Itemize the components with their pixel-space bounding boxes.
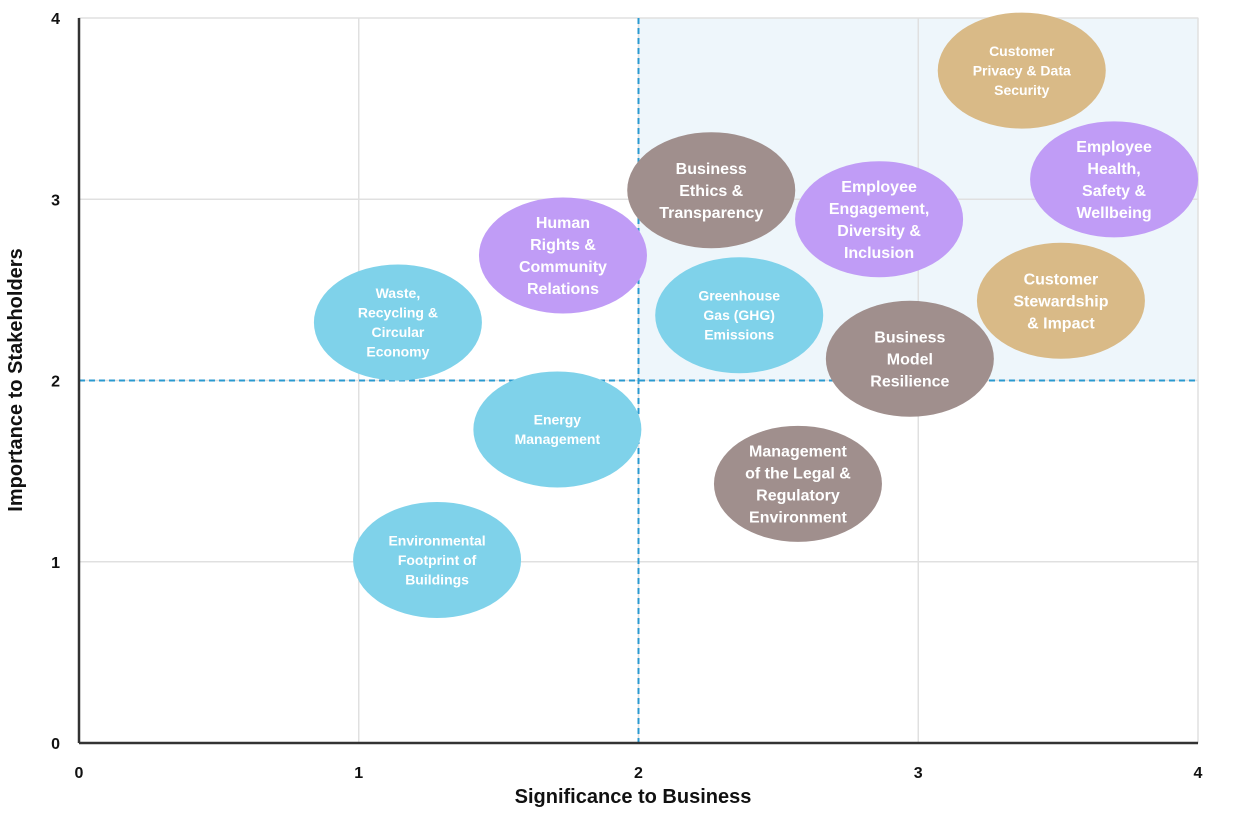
bubble-shape [976, 242, 1145, 359]
bubble: Customer Stewardship & Impact [976, 242, 1145, 359]
x-tick-label: 2 [634, 765, 643, 782]
bubble-label: Privacy & Data [973, 62, 1071, 78]
y-tick-label: 3 [51, 192, 60, 209]
bubble-label: Wellbeing [1076, 205, 1151, 222]
y-tick-label: 1 [51, 555, 60, 572]
bubble: Employee Engagement, Diversity & Inclusion [795, 161, 964, 278]
y-axis-title: Importance to Stakeholders [5, 248, 27, 511]
bubble-label: Safety & [1082, 183, 1146, 200]
bubble-label: Emissions [704, 327, 774, 343]
bubble-label: Inclusion [844, 245, 914, 262]
bubble-label: Customer [989, 43, 1055, 59]
bubble-label: Transparency [659, 205, 763, 222]
bubble-label: Resilience [870, 373, 949, 390]
bubble-label: Recycling & [358, 305, 438, 321]
bubble: Energy Management [473, 371, 642, 488]
bubble-label: Environmental [388, 532, 485, 548]
bubble-label: Waste, [376, 285, 421, 301]
bubble-label: Regulatory [756, 487, 840, 504]
bubble-label: Management [515, 431, 601, 447]
bubble-label: Diversity & [837, 223, 921, 240]
bubble-label: & Impact [1027, 315, 1095, 332]
bubble: Customer Privacy & Data Security [937, 12, 1106, 129]
bubble-label: Gas (GHG) [703, 307, 775, 323]
bubble-label: Stewardship [1013, 293, 1108, 310]
bubble-label: Energy [534, 412, 582, 428]
bubble-shape [353, 501, 522, 618]
y-tick-label: 2 [51, 374, 60, 391]
bubble: Environmental Footprint of Buildings [353, 501, 522, 618]
x-tick-label: 1 [354, 765, 363, 782]
bubble-label: Ethics & [679, 183, 743, 200]
x-tick-label: 0 [75, 765, 84, 782]
bubble: Greenhouse Gas (GHG) Emissions [655, 257, 824, 374]
bubble-label: Management [749, 443, 847, 460]
bubble-shape [313, 264, 482, 381]
bubble-label: Footprint of [398, 552, 477, 568]
bubble-label: Human [536, 215, 590, 232]
bubble-label: Environment [749, 509, 847, 526]
bubble: Human Rights & Community Relations [478, 197, 647, 314]
bubble-label: Rights & [530, 237, 596, 254]
x-tick-label: 3 [914, 765, 923, 782]
bubble: Business Model Resilience [825, 300, 994, 417]
bubble-label: of the Legal & [745, 465, 851, 482]
bubble-shape [478, 197, 647, 314]
x-axis-title: Significance to Business [515, 786, 752, 808]
bubble-label: Engagement, [829, 201, 929, 218]
bubble-label: Buildings [405, 571, 469, 587]
bubbles: Customer Privacy & Data Security Employee He… [313, 12, 1199, 618]
threshold-lines [79, 18, 1198, 743]
bubble-label: Customer [1024, 271, 1099, 288]
bubble: Waste, Recycling & Circular Economy [313, 264, 482, 381]
bubble-label: Model [887, 351, 933, 368]
bubble-label: Greenhouse [698, 288, 780, 304]
bubble-label: Security [994, 82, 1049, 98]
bubble-label: Community [519, 259, 607, 276]
bubble-shape [655, 257, 824, 374]
bubble-shape [713, 425, 882, 542]
y-tick-label: 0 [51, 736, 60, 753]
bubble-shape [937, 12, 1106, 129]
y-tick-label: 4 [51, 11, 60, 28]
tick-labels: 0 1 2 3 4 0 1 2 3 4 [51, 11, 1202, 782]
bubble-label: Business [874, 329, 945, 346]
bubble-shape [1030, 121, 1199, 238]
bubble-shape [473, 371, 642, 488]
bubble-label: Circular [371, 324, 424, 340]
bubble: Management of the Legal & Regulatory Enviro… [713, 425, 882, 542]
bubble-shape [627, 132, 796, 249]
axes [77, 18, 1198, 745]
bubble-shape [795, 161, 964, 278]
bubble-label: Business [676, 161, 747, 178]
x-tick-label: 4 [1194, 765, 1203, 782]
bubble-label: Employee [1076, 139, 1152, 156]
bubble-label: Economy [366, 344, 429, 360]
bubble: Business Ethics & Transparency [627, 132, 796, 249]
bubble-label: Health, [1087, 161, 1140, 178]
bubble-label: Employee [841, 179, 917, 196]
bubble-label: Relations [527, 281, 599, 298]
bubble-shape [825, 300, 994, 417]
bubble: Employee Health, Safety & Wellbeing [1030, 121, 1199, 238]
